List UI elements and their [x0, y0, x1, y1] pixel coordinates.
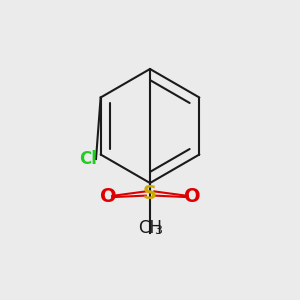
Text: O: O [184, 187, 200, 206]
Text: O: O [100, 187, 116, 206]
Text: S: S [143, 184, 157, 203]
Text: 3: 3 [154, 224, 162, 237]
Text: CH: CH [138, 219, 162, 237]
Text: Cl: Cl [80, 150, 98, 168]
